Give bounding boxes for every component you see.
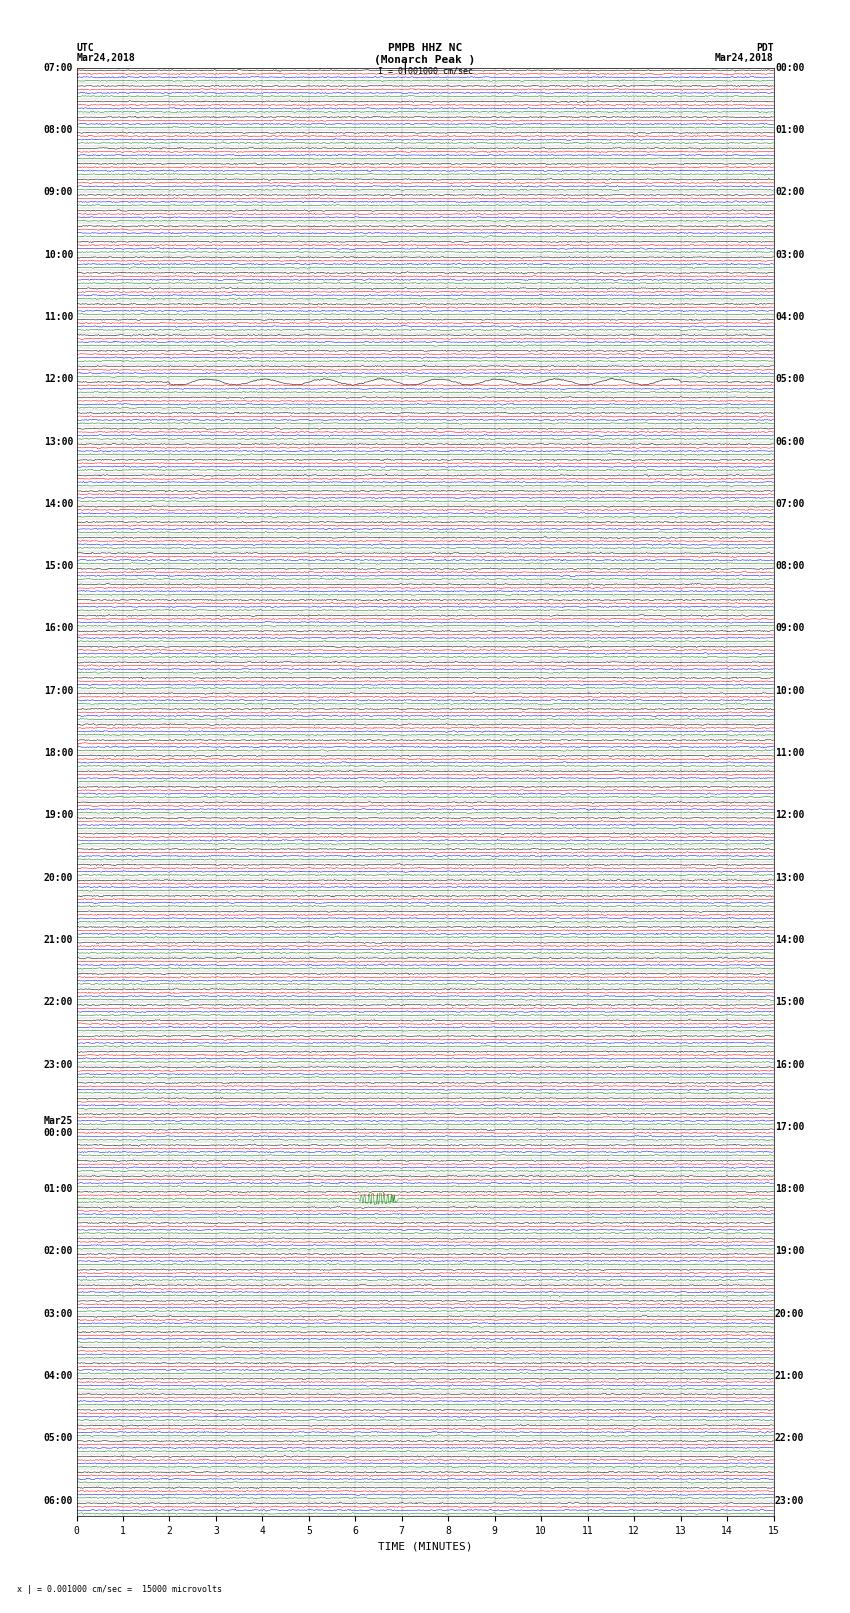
Text: 07:00: 07:00 bbox=[775, 498, 804, 508]
Text: PMPB HHZ NC: PMPB HHZ NC bbox=[388, 44, 462, 53]
Text: 09:00: 09:00 bbox=[775, 624, 804, 634]
Text: 21:00: 21:00 bbox=[775, 1371, 804, 1381]
Text: 12:00: 12:00 bbox=[775, 810, 804, 821]
Text: 17:00: 17:00 bbox=[775, 1123, 804, 1132]
Text: 03:00: 03:00 bbox=[775, 250, 804, 260]
Text: 12:00: 12:00 bbox=[43, 374, 73, 384]
Text: I = 0.001000 cm/sec: I = 0.001000 cm/sec bbox=[377, 66, 473, 76]
Text: 05:00: 05:00 bbox=[775, 374, 804, 384]
Text: 08:00: 08:00 bbox=[43, 126, 73, 135]
Text: 00:00: 00:00 bbox=[775, 63, 804, 73]
Text: 11:00: 11:00 bbox=[775, 748, 804, 758]
Text: 01:00: 01:00 bbox=[43, 1184, 73, 1194]
Text: 08:00: 08:00 bbox=[775, 561, 804, 571]
Text: 13:00: 13:00 bbox=[43, 437, 73, 447]
X-axis label: TIME (MINUTES): TIME (MINUTES) bbox=[377, 1542, 473, 1552]
Text: 07:00: 07:00 bbox=[43, 63, 73, 73]
Text: 23:00: 23:00 bbox=[43, 1060, 73, 1069]
Text: 04:00: 04:00 bbox=[43, 1371, 73, 1381]
Text: 18:00: 18:00 bbox=[775, 1184, 804, 1194]
Text: 16:00: 16:00 bbox=[775, 1060, 804, 1069]
Text: 06:00: 06:00 bbox=[775, 437, 804, 447]
Text: 19:00: 19:00 bbox=[775, 1247, 804, 1257]
Text: 06:00: 06:00 bbox=[43, 1495, 73, 1505]
Text: 03:00: 03:00 bbox=[43, 1308, 73, 1319]
Text: x | = 0.001000 cm/sec =  15000 microvolts: x | = 0.001000 cm/sec = 15000 microvolts bbox=[17, 1584, 222, 1594]
Text: PDT: PDT bbox=[756, 44, 774, 53]
Text: 16:00: 16:00 bbox=[43, 624, 73, 634]
Text: UTC: UTC bbox=[76, 44, 94, 53]
Text: 23:00: 23:00 bbox=[775, 1495, 804, 1505]
Text: 15:00: 15:00 bbox=[775, 997, 804, 1007]
Text: 10:00: 10:00 bbox=[43, 250, 73, 260]
Text: 10:00: 10:00 bbox=[775, 686, 804, 695]
Text: 19:00: 19:00 bbox=[43, 810, 73, 821]
Text: 20:00: 20:00 bbox=[775, 1308, 804, 1319]
Text: 18:00: 18:00 bbox=[43, 748, 73, 758]
Text: (Monarch Peak ): (Monarch Peak ) bbox=[374, 55, 476, 65]
Text: 11:00: 11:00 bbox=[43, 311, 73, 323]
Text: 21:00: 21:00 bbox=[43, 936, 73, 945]
Text: 15:00: 15:00 bbox=[43, 561, 73, 571]
Text: 01:00: 01:00 bbox=[775, 126, 804, 135]
Text: 13:00: 13:00 bbox=[775, 873, 804, 882]
Text: 14:00: 14:00 bbox=[43, 498, 73, 508]
Text: 20:00: 20:00 bbox=[43, 873, 73, 882]
Text: 04:00: 04:00 bbox=[775, 311, 804, 323]
Text: Mar24,2018: Mar24,2018 bbox=[76, 53, 135, 63]
Text: 02:00: 02:00 bbox=[775, 187, 804, 197]
Text: Mar25
00:00: Mar25 00:00 bbox=[43, 1116, 73, 1137]
Text: 22:00: 22:00 bbox=[43, 997, 73, 1007]
Text: 14:00: 14:00 bbox=[775, 936, 804, 945]
Text: 17:00: 17:00 bbox=[43, 686, 73, 695]
Text: 09:00: 09:00 bbox=[43, 187, 73, 197]
Text: 05:00: 05:00 bbox=[43, 1434, 73, 1444]
Text: 02:00: 02:00 bbox=[43, 1247, 73, 1257]
Text: |: | bbox=[401, 63, 408, 73]
Text: 22:00: 22:00 bbox=[775, 1434, 804, 1444]
Text: Mar24,2018: Mar24,2018 bbox=[715, 53, 774, 63]
